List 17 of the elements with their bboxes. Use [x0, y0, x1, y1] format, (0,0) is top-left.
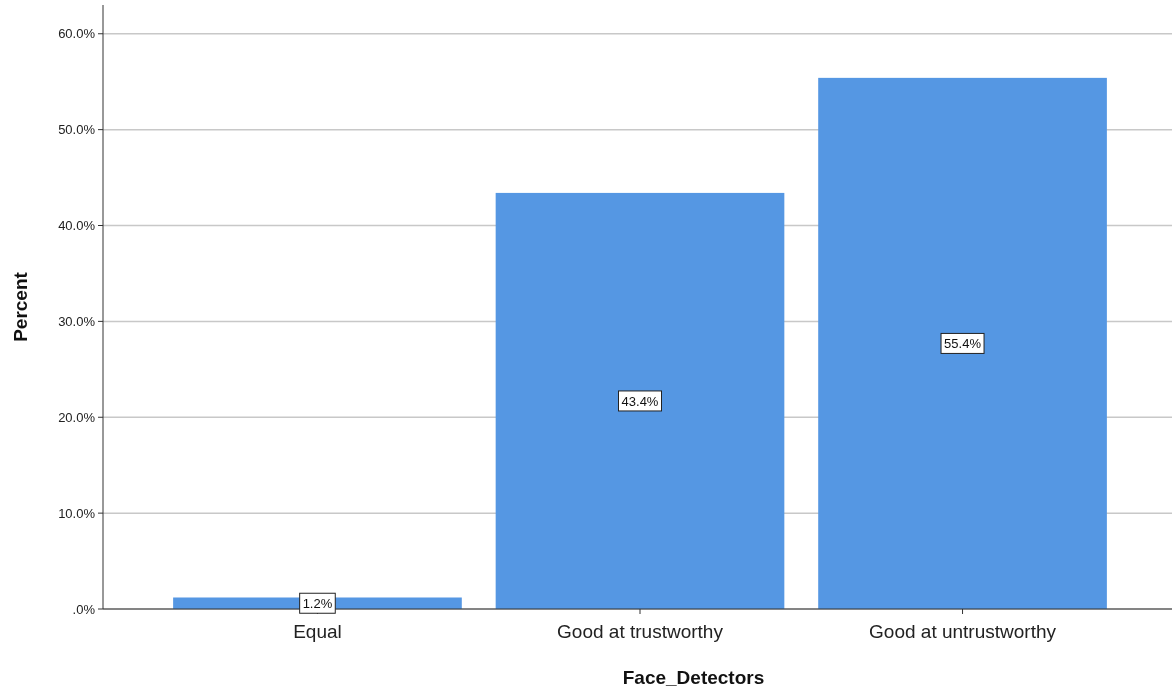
data-label: 1.2%: [302, 595, 333, 611]
data-label: 55.4%: [944, 335, 982, 351]
x-tick-label: Good at untrustworthy: [869, 621, 1057, 642]
bar: [495, 192, 785, 609]
y-tick-label: 20.0%: [58, 409, 96, 425]
y-axis-title: Percent: [10, 271, 31, 342]
x-tick-label: Good at trustworthy: [557, 621, 724, 642]
x-axis-title: Face_Detectors: [622, 667, 765, 688]
y-tick-label: 10.0%: [58, 505, 96, 521]
y-tick-label: 60.0%: [58, 26, 96, 42]
data-label: 43.4%: [621, 393, 659, 409]
y-tick-label: 40.0%: [58, 218, 96, 234]
x-tick-label: Equal: [293, 621, 342, 642]
y-tick-label: 30.0%: [58, 313, 96, 329]
bar: [818, 77, 1107, 609]
y-tick-label: 50.0%: [58, 122, 96, 138]
y-tick-label: .0%: [72, 601, 96, 617]
